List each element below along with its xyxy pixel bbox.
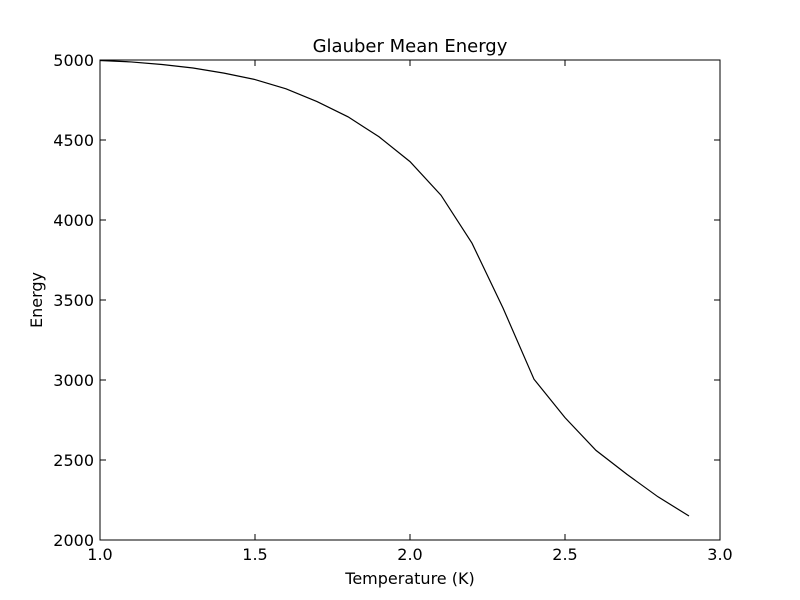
x-tick-label: 2.0	[397, 545, 422, 564]
x-tick-label: 1.0	[87, 545, 112, 564]
x-tick-label: 1.5	[242, 545, 267, 564]
x-axis: 1.0 1.5 2.0 2.5 3.0	[87, 60, 733, 564]
x-tick-label: 2.5	[552, 545, 577, 564]
y-tick-label: 3500	[53, 291, 94, 310]
x-tick-label: 3.0	[707, 545, 732, 564]
y-tick-label: 4500	[53, 131, 94, 150]
x-axis-label: Temperature (K)	[344, 569, 474, 588]
y-axis: 2000 2500 3000 3500 4000 4500 5000	[53, 51, 720, 550]
plot-frame	[99, 59, 721, 541]
y-tick-label: 4000	[53, 211, 94, 230]
y-axis-label: Energy	[27, 272, 46, 328]
y-tick-label: 3000	[53, 371, 94, 390]
y-tick-label: 2000	[53, 531, 94, 550]
series-line	[99, 59, 690, 517]
y-tick-label: 2500	[53, 451, 94, 470]
y-tick-label: 5000	[53, 51, 94, 70]
chart-title: Glauber Mean Energy	[313, 36, 508, 57]
